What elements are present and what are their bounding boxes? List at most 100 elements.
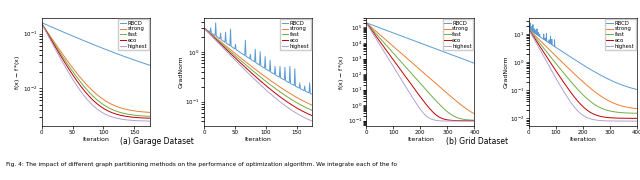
- highest: [568, 102, 575, 105]
- highest: [129, 119, 137, 122]
- Line: highest: highest: [529, 30, 637, 121]
- eco: [38, 23, 46, 26]
- highest: [146, 120, 154, 122]
- Line: highest: highest: [205, 29, 312, 121]
- fast: [271, 87, 279, 89]
- RBCD: [376, 27, 383, 29]
- RBCD: [239, 53, 247, 55]
- RBCD: [405, 38, 413, 40]
- strong: [441, 90, 449, 93]
- eco: [239, 64, 246, 66]
- eco: [441, 118, 449, 120]
- Line: highest: highest: [367, 23, 474, 121]
- RBCD: [38, 22, 46, 24]
- highest: [603, 120, 611, 122]
- Line: eco: eco: [367, 23, 474, 121]
- eco: [470, 120, 478, 122]
- fast: [292, 101, 300, 103]
- X-axis label: Iteration: Iteration: [244, 137, 271, 141]
- Y-axis label: GradNorm: GradNorm: [179, 56, 184, 88]
- fast: [129, 114, 137, 116]
- highest: [398, 79, 406, 81]
- eco: [604, 116, 611, 119]
- strong: [239, 58, 246, 60]
- RBCD: [281, 66, 289, 68]
- strong: [431, 81, 438, 83]
- eco: [633, 117, 640, 119]
- strong: [593, 92, 600, 94]
- fast: [232, 55, 239, 57]
- fast: [604, 109, 611, 111]
- highest: [201, 28, 209, 30]
- strong: [633, 107, 640, 110]
- fast: [431, 98, 438, 100]
- Y-axis label: GradNorm: GradNorm: [504, 56, 509, 88]
- highest: [209, 37, 217, 39]
- Line: RBCD: RBCD: [42, 23, 150, 65]
- RBCD: [109, 51, 116, 53]
- fast: [280, 94, 288, 96]
- highest: [363, 22, 371, 24]
- RBCD: [129, 58, 137, 61]
- fast: [593, 105, 600, 107]
- fast: [568, 81, 575, 84]
- fast: [308, 109, 316, 112]
- fast: [525, 28, 532, 31]
- strong: [232, 53, 239, 55]
- highest: [38, 24, 46, 26]
- RBCD: [440, 51, 448, 53]
- strong: [440, 90, 448, 92]
- highest: [308, 120, 316, 122]
- Line: RBCD: RBCD: [529, 23, 637, 89]
- strong: [201, 27, 209, 30]
- eco: [209, 36, 217, 38]
- strong: [38, 23, 46, 25]
- eco: [363, 22, 371, 24]
- Line: highest: highest: [42, 25, 150, 121]
- eco: [525, 28, 532, 31]
- highest: [232, 59, 239, 62]
- highest: [292, 112, 300, 114]
- highest: [538, 52, 546, 54]
- eco: [47, 38, 54, 40]
- fast: [109, 109, 116, 111]
- Line: strong: strong: [42, 24, 150, 112]
- eco: [560, 82, 568, 84]
- highest: [280, 104, 288, 106]
- RBCD: [431, 47, 438, 49]
- strong: [560, 63, 568, 65]
- RBCD: [292, 85, 300, 87]
- strong: [76, 76, 84, 78]
- highest: [633, 120, 640, 122]
- Line: RBCD: RBCD: [367, 23, 474, 63]
- Text: (a) Garage Dataset: (a) Garage Dataset: [120, 137, 194, 146]
- RBCD: [441, 51, 449, 53]
- eco: [568, 92, 575, 94]
- Text: (b) Grid Dataset: (b) Grid Dataset: [445, 137, 508, 146]
- highest: [470, 120, 478, 122]
- Line: strong: strong: [367, 23, 474, 114]
- X-axis label: Iteration: Iteration: [83, 137, 109, 141]
- RBCD: [201, 27, 209, 29]
- strong: [129, 110, 137, 112]
- X-axis label: Iteration: Iteration: [569, 137, 596, 141]
- highest: [440, 120, 448, 122]
- strong: [292, 96, 300, 98]
- RBCD: [212, 22, 220, 24]
- fast: [209, 35, 217, 37]
- fast: [376, 37, 383, 39]
- Line: eco: eco: [42, 24, 150, 118]
- eco: [308, 115, 316, 117]
- Legend: RBCD, strong, fast, eco, highest: RBCD, strong, fast, eco, highest: [118, 19, 148, 50]
- fast: [441, 109, 449, 111]
- eco: [271, 92, 279, 94]
- strong: [376, 33, 383, 35]
- eco: [129, 116, 137, 118]
- RBCD: [568, 57, 576, 59]
- strong: [405, 59, 413, 61]
- highest: [441, 120, 449, 122]
- highest: [271, 97, 279, 99]
- strong: [308, 104, 316, 106]
- RBCD: [47, 26, 54, 28]
- Line: eco: eco: [529, 30, 637, 118]
